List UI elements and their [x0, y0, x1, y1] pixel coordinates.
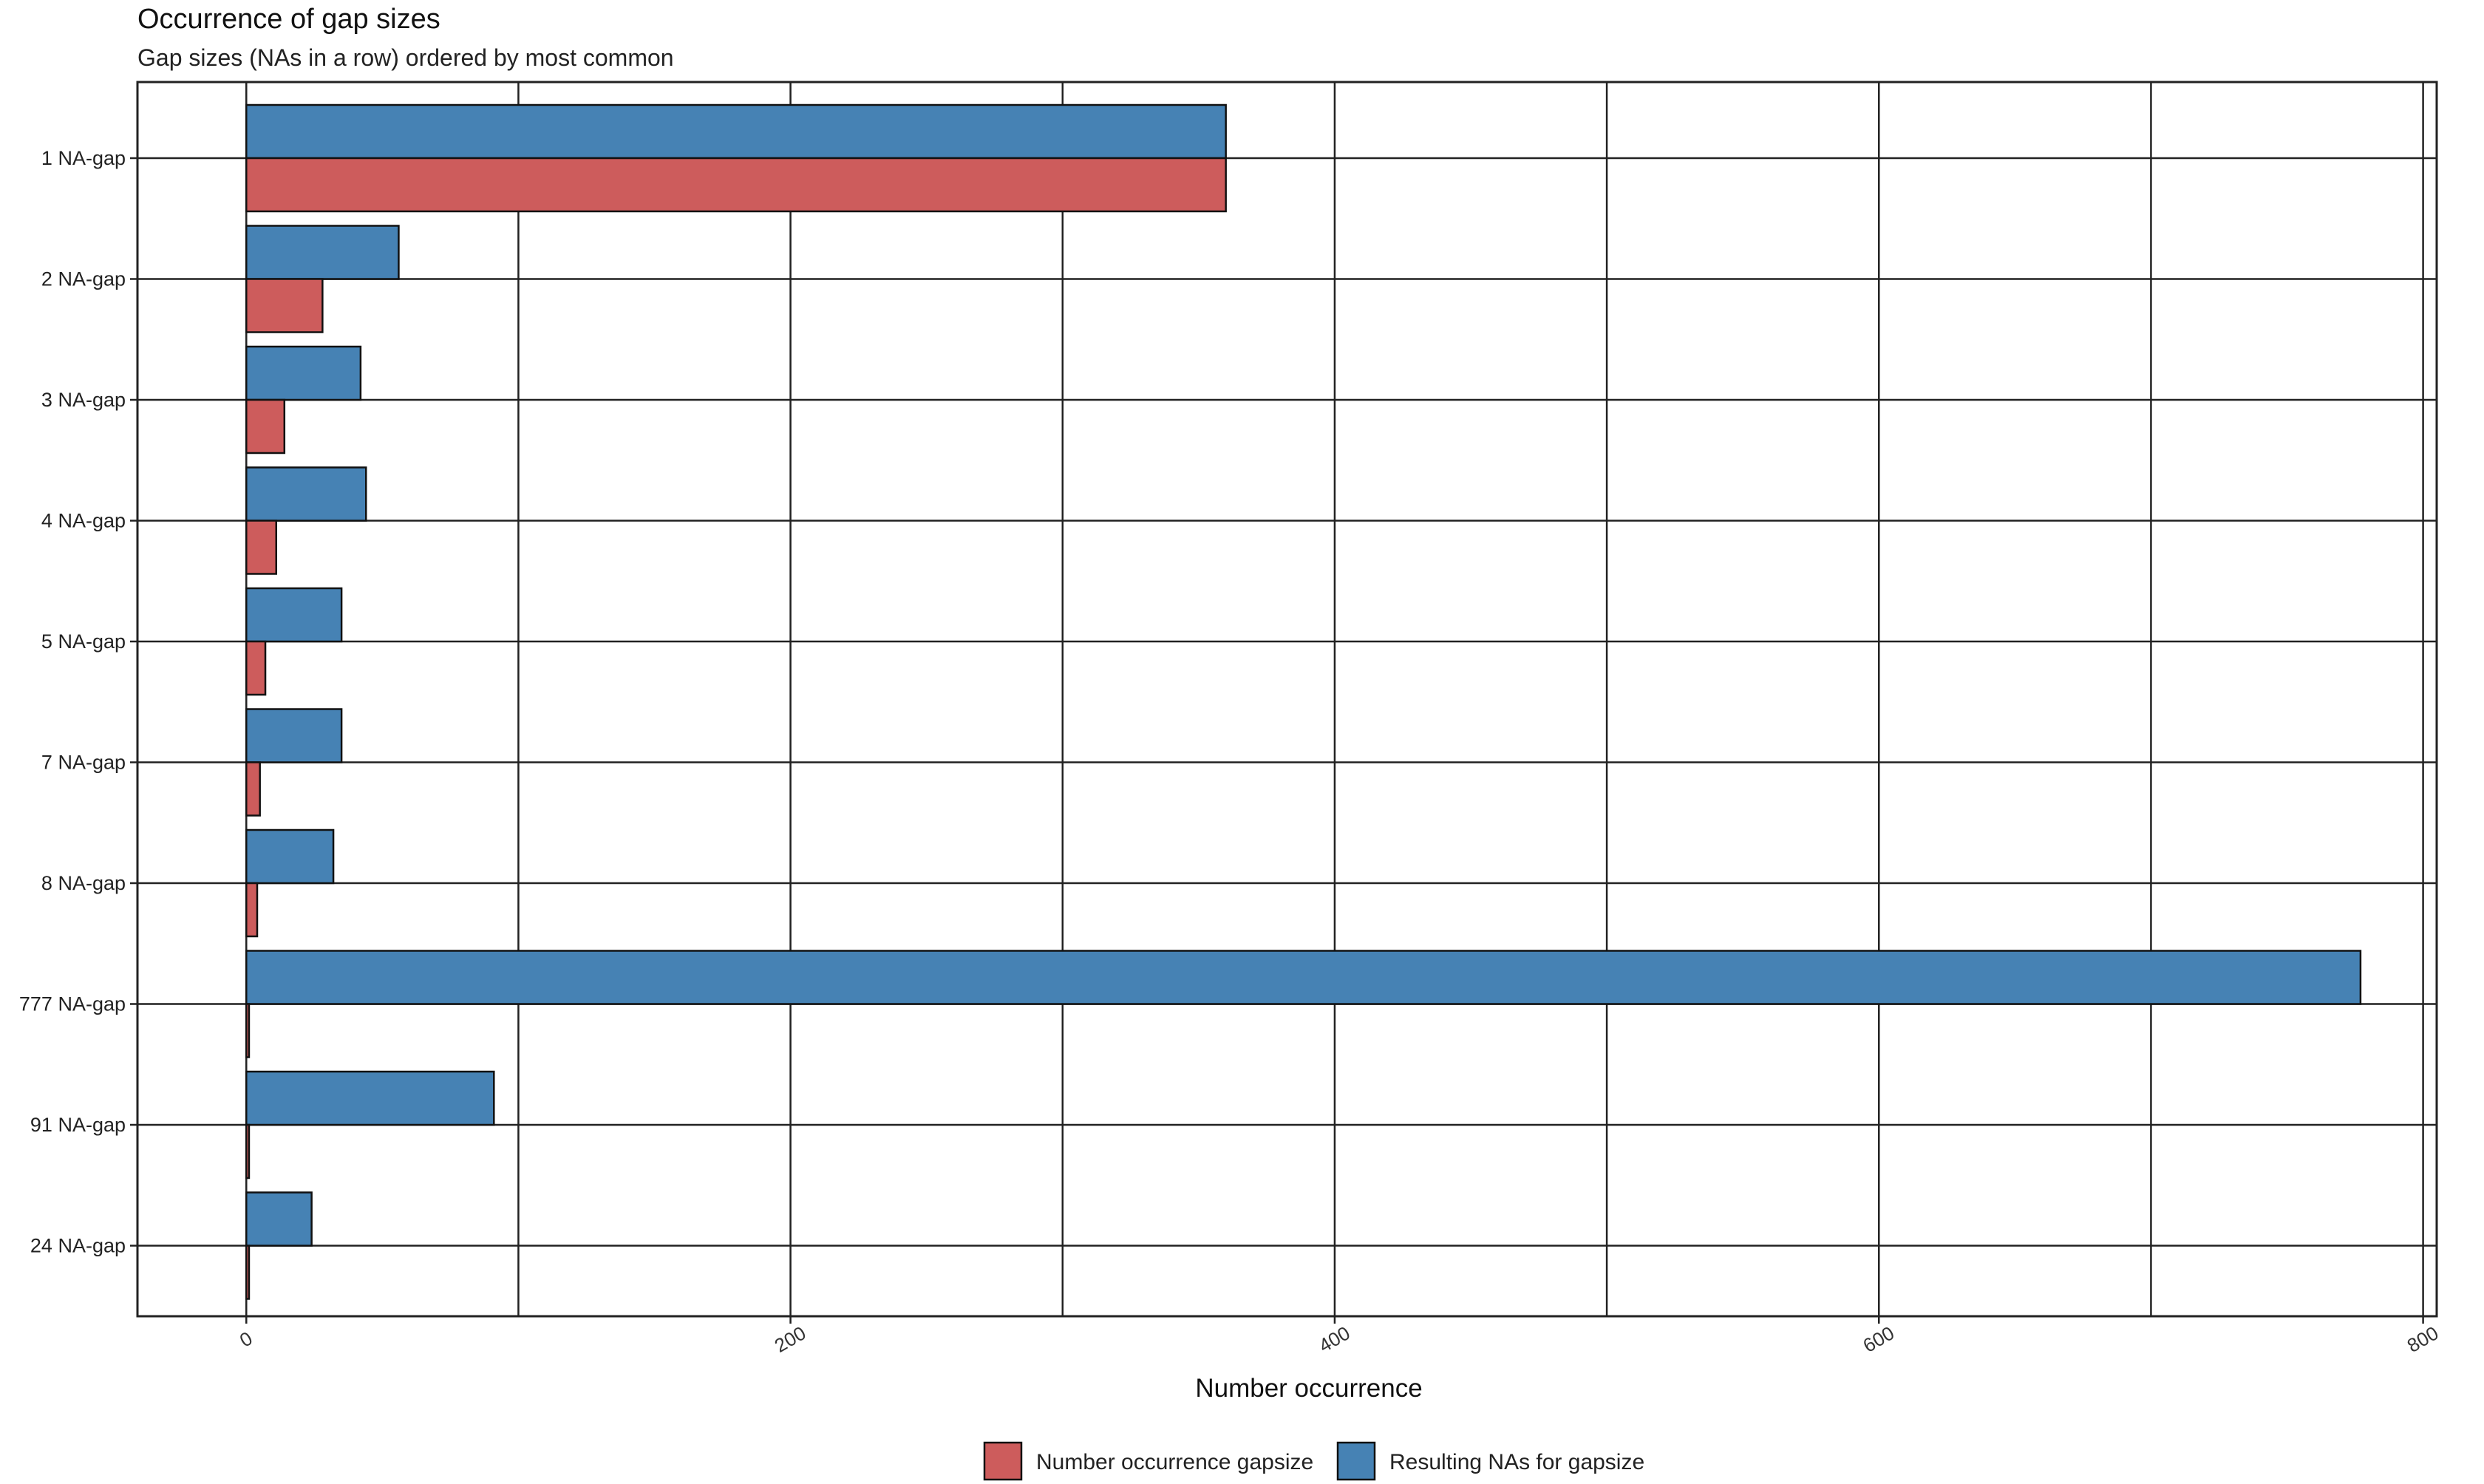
- bar-resulting-nas: 777 NA-gap: 777: [245, 950, 2362, 1005]
- bar-occurrence-gapsize: 5 NA-gap: 7: [245, 640, 267, 696]
- bar-resulting-nas: 7 NA-gap: 35: [245, 708, 343, 763]
- bar-resulting-nas: 91 NA-gap: 91: [245, 1070, 495, 1126]
- y-tick-label: 1 NA-gap: [41, 147, 126, 169]
- bar-occurrence-gapsize: 2 NA-gap: 28: [245, 278, 324, 333]
- y-tick-label: 2 NA-gap: [41, 268, 126, 290]
- legend-label: Number occurrence gapsize: [1036, 1450, 1313, 1474]
- bars: 1 NA-gap: 3601 NA-gap: 360 2 NA-gap: 562 …: [245, 103, 2362, 1300]
- bar-occurrence-gapsize: 3 NA-gap: 14: [245, 398, 286, 455]
- y-tick-label: 91 NA-gap: [30, 1114, 126, 1136]
- chart-subtitle: Gap sizes (NAs in a row) ordered by most…: [137, 44, 674, 71]
- y-tick-label: 24 NA-gap: [30, 1235, 126, 1257]
- legend-swatch: [983, 1441, 1023, 1481]
- bar-resulting-nas: 3 NA-gap: 42: [245, 345, 362, 401]
- y-axis: 1 NA-gap 2 NA-gap 3 NA-gap 4 NA-gap 5 NA-gap…: [19, 147, 137, 1257]
- x-tick-label: 0: [236, 1327, 256, 1352]
- bar-occurrence-gapsize: 1 NA-gap: 360: [245, 157, 1227, 213]
- bar-occurrence-gapsize: 8 NA-gap: 4: [245, 882, 259, 938]
- bar-resulting-nas: 2 NA-gap: 56: [245, 225, 400, 280]
- y-tick-label: 777 NA-gap: [19, 993, 126, 1015]
- y-tick-label: 8 NA-gap: [41, 872, 126, 894]
- chart-title: Occurrence of gap sizes: [137, 4, 440, 35]
- bar-resulting-nas: 1 NA-gap: 360: [245, 103, 1227, 160]
- bar-occurrence-gapsize: 91 NA-gap: 1: [245, 1123, 251, 1180]
- legend: Number occurrence gapsize Resulting NAs f…: [983, 1441, 1644, 1481]
- bar-resulting-nas: 24 NA-gap: 24: [245, 1191, 313, 1247]
- x-tick-label: 200: [771, 1321, 810, 1357]
- bar-resulting-nas: 5 NA-gap: 35: [245, 587, 343, 643]
- y-tick-label: 5 NA-gap: [41, 630, 126, 653]
- bar-occurrence-gapsize: 777 NA-gap: 1: [245, 1003, 251, 1058]
- y-tick-label: 7 NA-gap: [41, 752, 126, 774]
- y-tick-label: 3 NA-gap: [41, 389, 126, 411]
- bar-occurrence-gapsize: 4 NA-gap: 11: [245, 520, 278, 575]
- grid: [137, 82, 2437, 1316]
- x-tick-label: 600: [1859, 1321, 1898, 1357]
- y-tick-label: 4 NA-gap: [41, 510, 126, 532]
- bar-occurrence-gapsize: 7 NA-gap: 5: [245, 761, 261, 817]
- x-axis: 0 200 400 600 800: [236, 1316, 2442, 1357]
- x-tick-label: 400: [1315, 1321, 1354, 1357]
- x-axis-title: Number occurrence: [1195, 1374, 1422, 1403]
- legend-label: Resulting NAs for gapsize: [1389, 1450, 1644, 1474]
- bar-occurrence-gapsize: 24 NA-gap: 1: [245, 1245, 251, 1300]
- plot-panel-border: [136, 81, 2438, 1318]
- x-tick-label: 800: [2403, 1321, 2443, 1357]
- legend-swatch: [1336, 1441, 1376, 1481]
- bar-resulting-nas: 4 NA-gap: 44: [245, 466, 367, 522]
- bar-resulting-nas: 8 NA-gap: 32: [245, 828, 335, 885]
